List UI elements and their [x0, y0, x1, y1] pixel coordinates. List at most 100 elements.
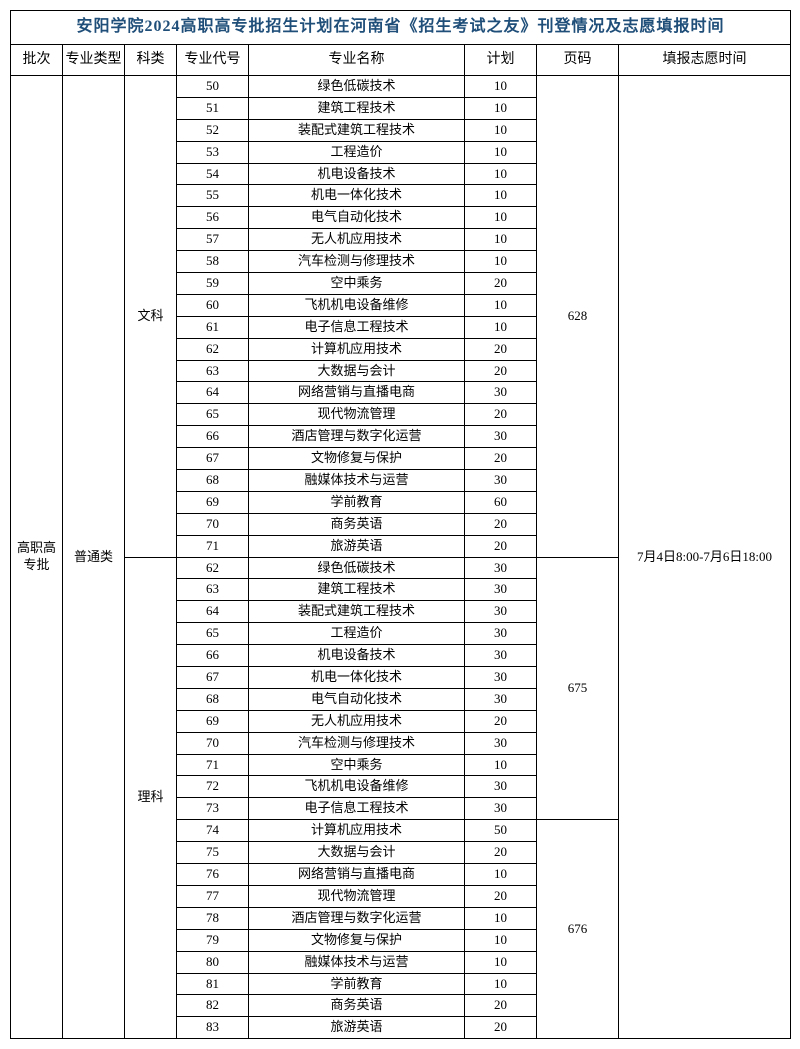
col-header-page: 页码 — [537, 44, 619, 75]
major-code-cell: 78 — [177, 907, 249, 929]
major-code-cell: 83 — [177, 1017, 249, 1039]
major-name-cell: 汽车检测与修理技术 — [249, 251, 465, 273]
plan-cell: 10 — [465, 185, 537, 207]
major-code-cell: 57 — [177, 229, 249, 251]
plan-cell: 30 — [465, 426, 537, 448]
major-name-cell: 机电一体化技术 — [249, 667, 465, 689]
major-name-cell: 网络营销与直播电商 — [249, 382, 465, 404]
major-code-cell: 75 — [177, 842, 249, 864]
major-name-cell: 无人机应用技术 — [249, 710, 465, 732]
plan-cell: 20 — [465, 1017, 537, 1039]
major-code-cell: 54 — [177, 163, 249, 185]
major-code-cell: 50 — [177, 75, 249, 97]
plan-cell: 30 — [465, 382, 537, 404]
col-header-majorCode: 专业代号 — [177, 44, 249, 75]
page-cell: 676 — [537, 820, 619, 1039]
plan-cell: 10 — [465, 294, 537, 316]
major-name-cell: 大数据与会计 — [249, 360, 465, 382]
major-code-cell: 63 — [177, 360, 249, 382]
major-code-cell: 76 — [177, 864, 249, 886]
major-name-cell: 学前教育 — [249, 491, 465, 513]
col-header-plan: 计划 — [465, 44, 537, 75]
major-code-cell: 56 — [177, 207, 249, 229]
plan-cell: 10 — [465, 754, 537, 776]
major-code-cell: 72 — [177, 776, 249, 798]
major-name-cell: 飞机机电设备维修 — [249, 776, 465, 798]
major-name-cell: 机电一体化技术 — [249, 185, 465, 207]
major-name-cell: 飞机机电设备维修 — [249, 294, 465, 316]
major-code-cell: 60 — [177, 294, 249, 316]
major-name-cell: 文物修复与保护 — [249, 448, 465, 470]
major-name-cell: 绿色低碳技术 — [249, 557, 465, 579]
plan-cell: 30 — [465, 688, 537, 710]
plan-cell: 10 — [465, 163, 537, 185]
major-name-cell: 商务英语 — [249, 513, 465, 535]
major-name-cell: 融媒体技术与运营 — [249, 951, 465, 973]
major-name-cell: 电子信息工程技术 — [249, 798, 465, 820]
plan-cell: 60 — [465, 491, 537, 513]
plan-cell: 10 — [465, 316, 537, 338]
major-code-cell: 61 — [177, 316, 249, 338]
plan-cell: 20 — [465, 885, 537, 907]
subject-cell: 理科 — [125, 557, 177, 1039]
plan-cell: 30 — [465, 623, 537, 645]
major-code-cell: 52 — [177, 119, 249, 141]
major-name-cell: 绿色低碳技术 — [249, 75, 465, 97]
plan-cell: 20 — [465, 360, 537, 382]
major-name-cell: 旅游英语 — [249, 535, 465, 557]
major-code-cell: 51 — [177, 97, 249, 119]
major-code-cell: 67 — [177, 667, 249, 689]
major-name-cell: 计算机应用技术 — [249, 338, 465, 360]
plan-cell: 20 — [465, 995, 537, 1017]
major-name-cell: 融媒体技术与运营 — [249, 470, 465, 492]
plan-cell: 10 — [465, 119, 537, 141]
plan-cell: 10 — [465, 929, 537, 951]
major-name-cell: 酒店管理与数字化运营 — [249, 907, 465, 929]
major-code-cell: 62 — [177, 338, 249, 360]
major-code-cell: 71 — [177, 754, 249, 776]
plan-cell: 20 — [465, 535, 537, 557]
plan-cell: 20 — [465, 710, 537, 732]
plan-cell: 30 — [465, 470, 537, 492]
major-name-cell: 装配式建筑工程技术 — [249, 601, 465, 623]
plan-cell: 20 — [465, 448, 537, 470]
major-name-cell: 酒店管理与数字化运营 — [249, 426, 465, 448]
plan-cell: 30 — [465, 667, 537, 689]
major-code-cell: 69 — [177, 710, 249, 732]
major-name-cell: 机电设备技术 — [249, 163, 465, 185]
subject-cell: 文科 — [125, 75, 177, 557]
major-code-cell: 69 — [177, 491, 249, 513]
apply-time-cell: 7月4日8:00-7月6日18:00 — [619, 75, 791, 1038]
major-code-cell: 53 — [177, 141, 249, 163]
plan-cell: 10 — [465, 907, 537, 929]
major-name-cell: 电气自动化技术 — [249, 688, 465, 710]
major-name-cell: 计算机应用技术 — [249, 820, 465, 842]
plan-cell: 20 — [465, 513, 537, 535]
major-code-cell: 82 — [177, 995, 249, 1017]
major-code-cell: 66 — [177, 426, 249, 448]
col-header-applyTime: 填报志愿时间 — [619, 44, 791, 75]
plan-cell: 10 — [465, 229, 537, 251]
plan-cell: 20 — [465, 338, 537, 360]
major-name-cell: 网络营销与直播电商 — [249, 864, 465, 886]
major-code-cell: 55 — [177, 185, 249, 207]
major-name-cell: 大数据与会计 — [249, 842, 465, 864]
major-name-cell: 装配式建筑工程技术 — [249, 119, 465, 141]
major-code-cell: 80 — [177, 951, 249, 973]
plan-cell: 10 — [465, 141, 537, 163]
admission-plan-table: 安阳学院2024高职高专批招生计划在河南省《招生考试之友》刊登情况及志愿填报时间… — [10, 10, 791, 1039]
major-code-cell: 62 — [177, 557, 249, 579]
table-title: 安阳学院2024高职高专批招生计划在河南省《招生考试之友》刊登情况及志愿填报时间 — [11, 11, 791, 45]
major-name-cell: 机电设备技术 — [249, 645, 465, 667]
major-code-cell: 70 — [177, 513, 249, 535]
col-header-majorType: 专业类型 — [63, 44, 125, 75]
major-code-cell: 73 — [177, 798, 249, 820]
major-code-cell: 58 — [177, 251, 249, 273]
major-code-cell: 64 — [177, 601, 249, 623]
major-code-cell: 68 — [177, 470, 249, 492]
major-code-cell: 66 — [177, 645, 249, 667]
major-name-cell: 现代物流管理 — [249, 404, 465, 426]
major-code-cell: 59 — [177, 273, 249, 295]
plan-cell: 10 — [465, 251, 537, 273]
page-cell: 628 — [537, 75, 619, 557]
